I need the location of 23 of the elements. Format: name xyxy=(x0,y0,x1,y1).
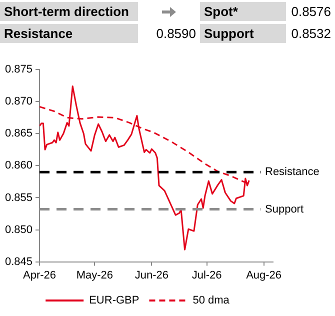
x-tick-label: Jul-26 xyxy=(192,269,222,282)
legend-label: EUR-GBP xyxy=(89,294,140,307)
text: Spot* xyxy=(200,2,286,21)
ref-line-label: Support xyxy=(265,203,304,216)
x-tick-label: Apr-26 xyxy=(23,269,56,282)
legend-label: 50 dma xyxy=(192,294,230,307)
text: 0.8590 xyxy=(155,25,197,43)
text: 0.8532 xyxy=(290,25,332,43)
y-tick-label: 0.860 xyxy=(4,160,33,172)
x-tick-label: Aug-26 xyxy=(246,269,282,282)
text: Support xyxy=(200,24,286,43)
y-tick-label: 0.850 xyxy=(4,224,33,236)
y-tick-label: 0.865 xyxy=(4,128,33,140)
ref-line-label: Resistance xyxy=(265,166,320,178)
text: 0.8576 xyxy=(290,3,332,21)
x-tick-label: Jun-26 xyxy=(134,269,168,282)
text: Resistance xyxy=(0,24,138,43)
y-tick-label: 0.845 xyxy=(4,256,33,268)
y-tick-label: 0.875 xyxy=(4,64,33,76)
x-tick-label: May-26 xyxy=(76,269,114,282)
y-tick-label: 0.855 xyxy=(4,192,33,204)
text: Short-term direction xyxy=(0,2,138,21)
y-tick-label: 0.870 xyxy=(4,96,33,108)
